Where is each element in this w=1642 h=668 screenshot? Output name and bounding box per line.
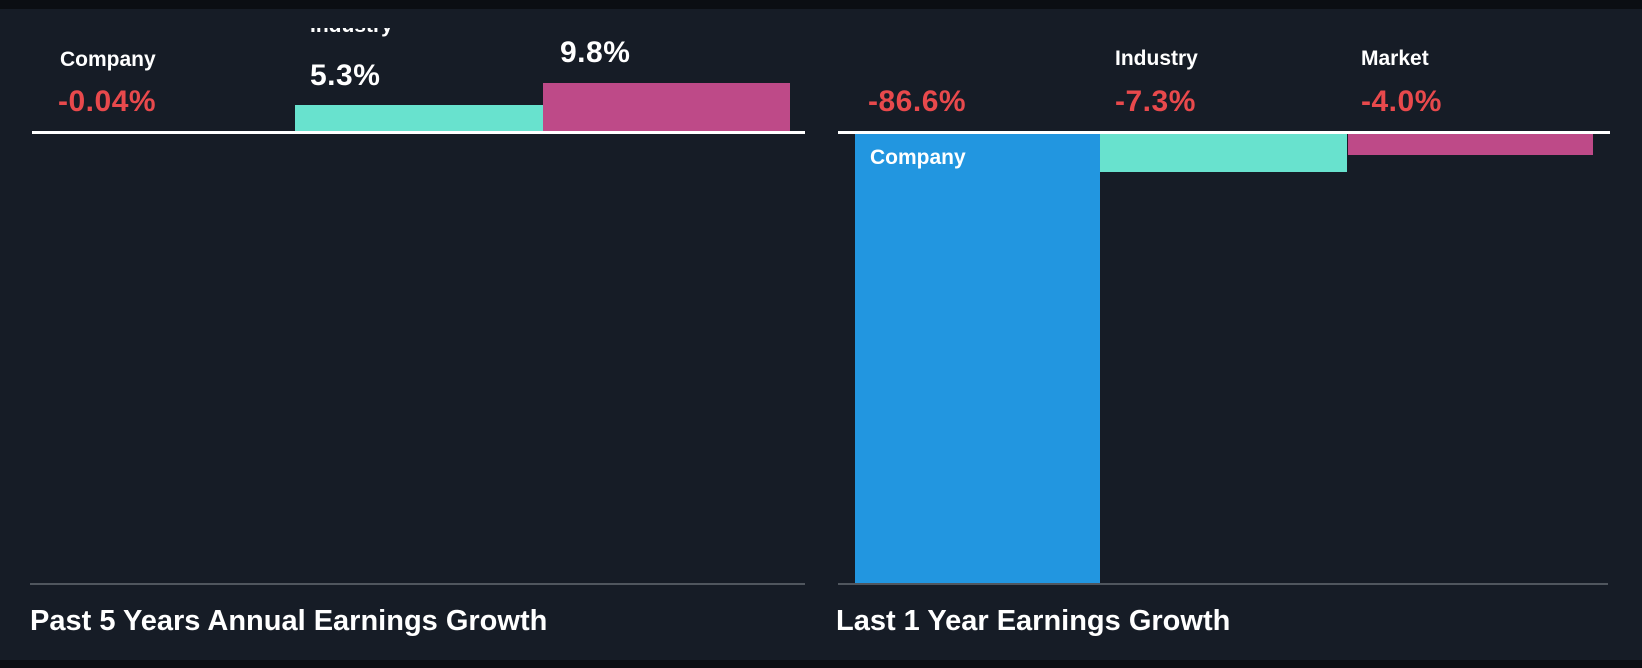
bar-market [1348,134,1593,155]
top-edge-strip [0,0,1642,9]
bar-industry [295,105,543,131]
value-industry: -7.3% [1115,85,1196,118]
bottom-edge-strip [0,660,1642,668]
chart-title: Last 1 Year Earnings Growth [836,605,1231,637]
label-company: Company [60,48,156,71]
bar-industry [1100,134,1347,172]
bar-company [855,134,1100,583]
zero-axis-line [32,131,805,134]
label-company: Company [870,146,966,169]
value-industry: 5.3% [310,59,381,92]
zero-axis-line [838,131,1610,134]
label-market: Market [1361,47,1429,70]
value-market: -4.0% [1361,85,1442,118]
value-company: -0.04% [58,85,157,118]
value-market: 9.8% [560,36,631,69]
value-company: -86.6% [868,85,967,118]
bottom-divider [838,583,1608,585]
bar-market [543,83,790,131]
chart-title: Past 5 Years Annual Earnings Growth [30,605,548,637]
bottom-divider [30,583,805,585]
label-industry: Industry [1115,47,1198,70]
